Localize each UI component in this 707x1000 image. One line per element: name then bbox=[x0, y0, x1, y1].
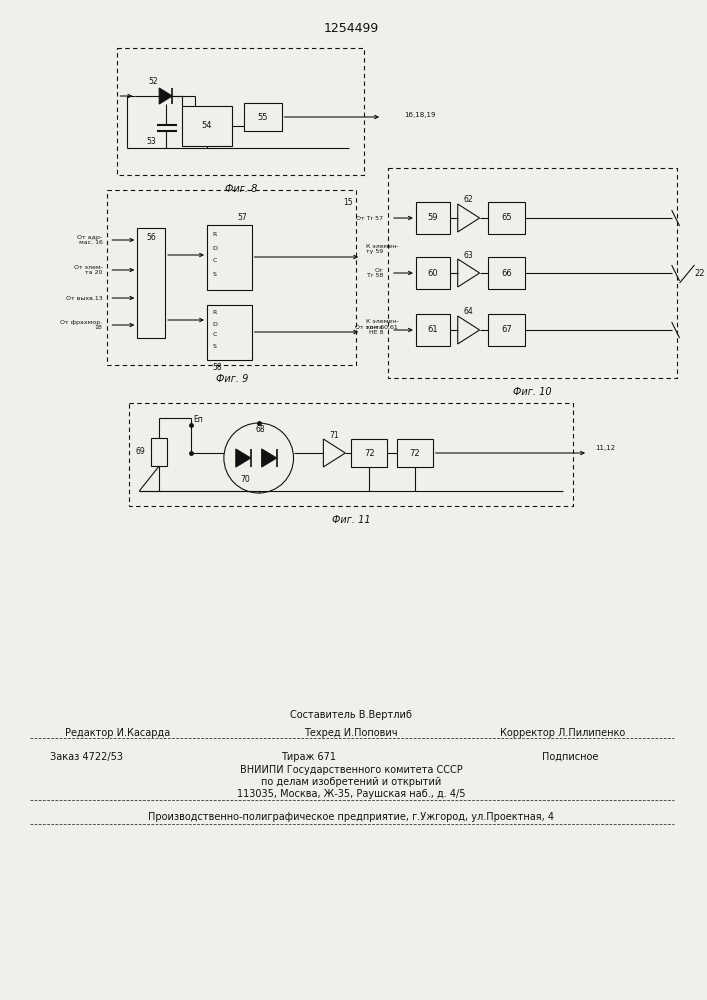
Text: От Тr 57: От Тr 57 bbox=[356, 216, 383, 221]
Text: 52: 52 bbox=[148, 78, 158, 87]
Text: 16,18,19: 16,18,19 bbox=[404, 112, 436, 118]
Text: 63: 63 bbox=[464, 250, 474, 259]
Text: Составитель В.Вертлиб: Составитель В.Вертлиб bbox=[291, 710, 412, 720]
Polygon shape bbox=[457, 316, 479, 344]
Text: 113035, Москва, Ж-35, Раушская наб., д. 4/5: 113035, Москва, Ж-35, Раушская наб., д. … bbox=[237, 789, 465, 799]
Text: 57: 57 bbox=[237, 213, 247, 222]
Polygon shape bbox=[262, 449, 276, 467]
Text: 55: 55 bbox=[257, 112, 268, 121]
Text: 1254499: 1254499 bbox=[324, 22, 379, 35]
Text: От эл-та
НЕ 8: От эл-та НЕ 8 bbox=[356, 325, 383, 335]
Bar bbox=[416, 202, 450, 234]
Polygon shape bbox=[236, 449, 251, 467]
Text: К элемен-
том 60,61: К элемен- том 60,61 bbox=[366, 319, 399, 329]
Bar bbox=[151, 438, 167, 466]
Bar bbox=[488, 202, 525, 234]
Text: 67: 67 bbox=[501, 326, 512, 334]
Text: 68: 68 bbox=[256, 426, 266, 434]
Text: Производственно-полиграфическое предприятие, г.Ужгород, ул.Проектная, 4: Производственно-полиграфическое предприя… bbox=[148, 812, 554, 822]
Text: D: D bbox=[213, 245, 217, 250]
Text: Подписное: Подписное bbox=[542, 752, 599, 762]
Text: 66: 66 bbox=[501, 268, 512, 277]
Bar bbox=[207, 305, 252, 360]
Bar bbox=[129, 403, 573, 506]
Text: 54: 54 bbox=[201, 121, 212, 130]
Text: 15: 15 bbox=[344, 198, 353, 207]
Text: R: R bbox=[213, 232, 217, 237]
Text: 64: 64 bbox=[464, 308, 474, 316]
Polygon shape bbox=[159, 88, 172, 104]
Bar bbox=[137, 228, 165, 338]
Text: S: S bbox=[213, 271, 217, 276]
Polygon shape bbox=[457, 204, 479, 232]
Text: 70: 70 bbox=[240, 476, 250, 485]
Text: 65: 65 bbox=[501, 214, 512, 223]
Bar bbox=[117, 48, 364, 175]
Text: 56: 56 bbox=[146, 233, 156, 242]
Text: по делам изобретений и открытий: по делам изобретений и открытий bbox=[261, 777, 441, 787]
Text: Редактор И.Касарда: Редактор И.Касарда bbox=[65, 728, 170, 738]
Text: 61: 61 bbox=[428, 326, 438, 334]
Text: Техред И.Попович: Техред И.Попович bbox=[305, 728, 398, 738]
Bar bbox=[107, 190, 356, 365]
Bar bbox=[488, 257, 525, 289]
Text: Тираж 671: Тираж 671 bbox=[281, 752, 336, 762]
Text: C: C bbox=[213, 258, 217, 263]
Text: Корректор Л.Пилипенко: Корректор Л.Пилипенко bbox=[500, 728, 625, 738]
Text: 22: 22 bbox=[694, 268, 705, 277]
Polygon shape bbox=[457, 259, 479, 287]
Polygon shape bbox=[323, 439, 345, 467]
Text: Фиг. 11: Фиг. 11 bbox=[332, 515, 370, 525]
Text: D: D bbox=[213, 322, 217, 326]
Bar bbox=[351, 439, 387, 467]
Text: S: S bbox=[213, 344, 217, 349]
Bar bbox=[397, 439, 433, 467]
Bar bbox=[182, 106, 232, 146]
Text: 11,12: 11,12 bbox=[595, 445, 615, 451]
Text: От элем-
та 20: От элем- та 20 bbox=[74, 265, 103, 275]
Text: 72: 72 bbox=[364, 448, 375, 458]
Bar bbox=[388, 168, 677, 378]
Text: ВНИИПИ Государственного комитета СССР: ВНИИПИ Государственного комитета СССР bbox=[240, 765, 462, 775]
Bar bbox=[244, 103, 281, 131]
Text: Eп: Eп bbox=[193, 415, 203, 424]
Text: R: R bbox=[213, 310, 217, 316]
Bar bbox=[488, 314, 525, 346]
Text: 72: 72 bbox=[409, 448, 420, 458]
Text: 58: 58 bbox=[212, 363, 221, 372]
Text: От фрахмор.
18: От фрахмор. 18 bbox=[60, 320, 103, 330]
Text: 53: 53 bbox=[146, 137, 156, 146]
Bar bbox=[416, 314, 450, 346]
Text: 59: 59 bbox=[428, 214, 438, 223]
Text: C: C bbox=[213, 332, 217, 338]
Text: От
Тr 58: От Тr 58 bbox=[367, 268, 383, 278]
Text: К элемен-
ту 59: К элемен- ту 59 bbox=[366, 244, 399, 254]
Text: Фиг. 9: Фиг. 9 bbox=[216, 374, 248, 384]
Text: 60: 60 bbox=[428, 268, 438, 277]
Text: Заказ 4722/53: Заказ 4722/53 bbox=[49, 752, 123, 762]
Text: 62: 62 bbox=[464, 196, 474, 205]
Text: От выхв.13: От выхв.13 bbox=[66, 296, 103, 300]
Bar bbox=[416, 257, 450, 289]
Text: 71: 71 bbox=[329, 430, 339, 440]
Text: Фиг. 8: Фиг. 8 bbox=[225, 184, 257, 194]
Text: Фиг. 10: Фиг. 10 bbox=[513, 387, 551, 397]
Text: 69: 69 bbox=[136, 446, 145, 456]
Bar bbox=[207, 225, 252, 290]
Text: От адр-
мас. 16: От адр- мас. 16 bbox=[77, 235, 103, 245]
